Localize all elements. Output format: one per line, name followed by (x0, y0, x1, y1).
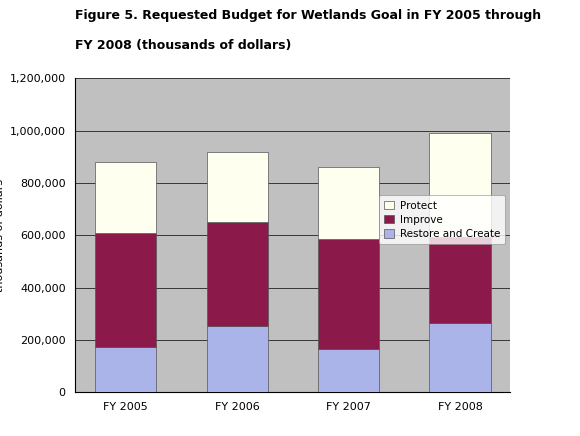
Bar (95, 162, 157, 233)
Y-axis label: thousands of dollars: thousands of dollars (0, 179, 5, 292)
Text: FY 2008 (thousands of dollars): FY 2008 (thousands of dollars) (75, 39, 292, 52)
Bar (318, 167, 379, 239)
Bar (429, 237, 491, 323)
Bar (318, 349, 379, 392)
Bar (206, 326, 268, 392)
Bar (206, 152, 268, 222)
Text: Figure 5. Requested Budget for Wetlands Goal in FY 2005 through: Figure 5. Requested Budget for Wetlands … (75, 9, 542, 22)
Bar (318, 239, 379, 349)
Bar (206, 222, 268, 326)
Bar (429, 133, 491, 237)
Bar (95, 233, 157, 347)
Bar (429, 323, 491, 392)
Bar (95, 347, 157, 392)
Legend: Protect, Improve, Restore and Create: Protect, Improve, Restore and Create (379, 195, 505, 244)
